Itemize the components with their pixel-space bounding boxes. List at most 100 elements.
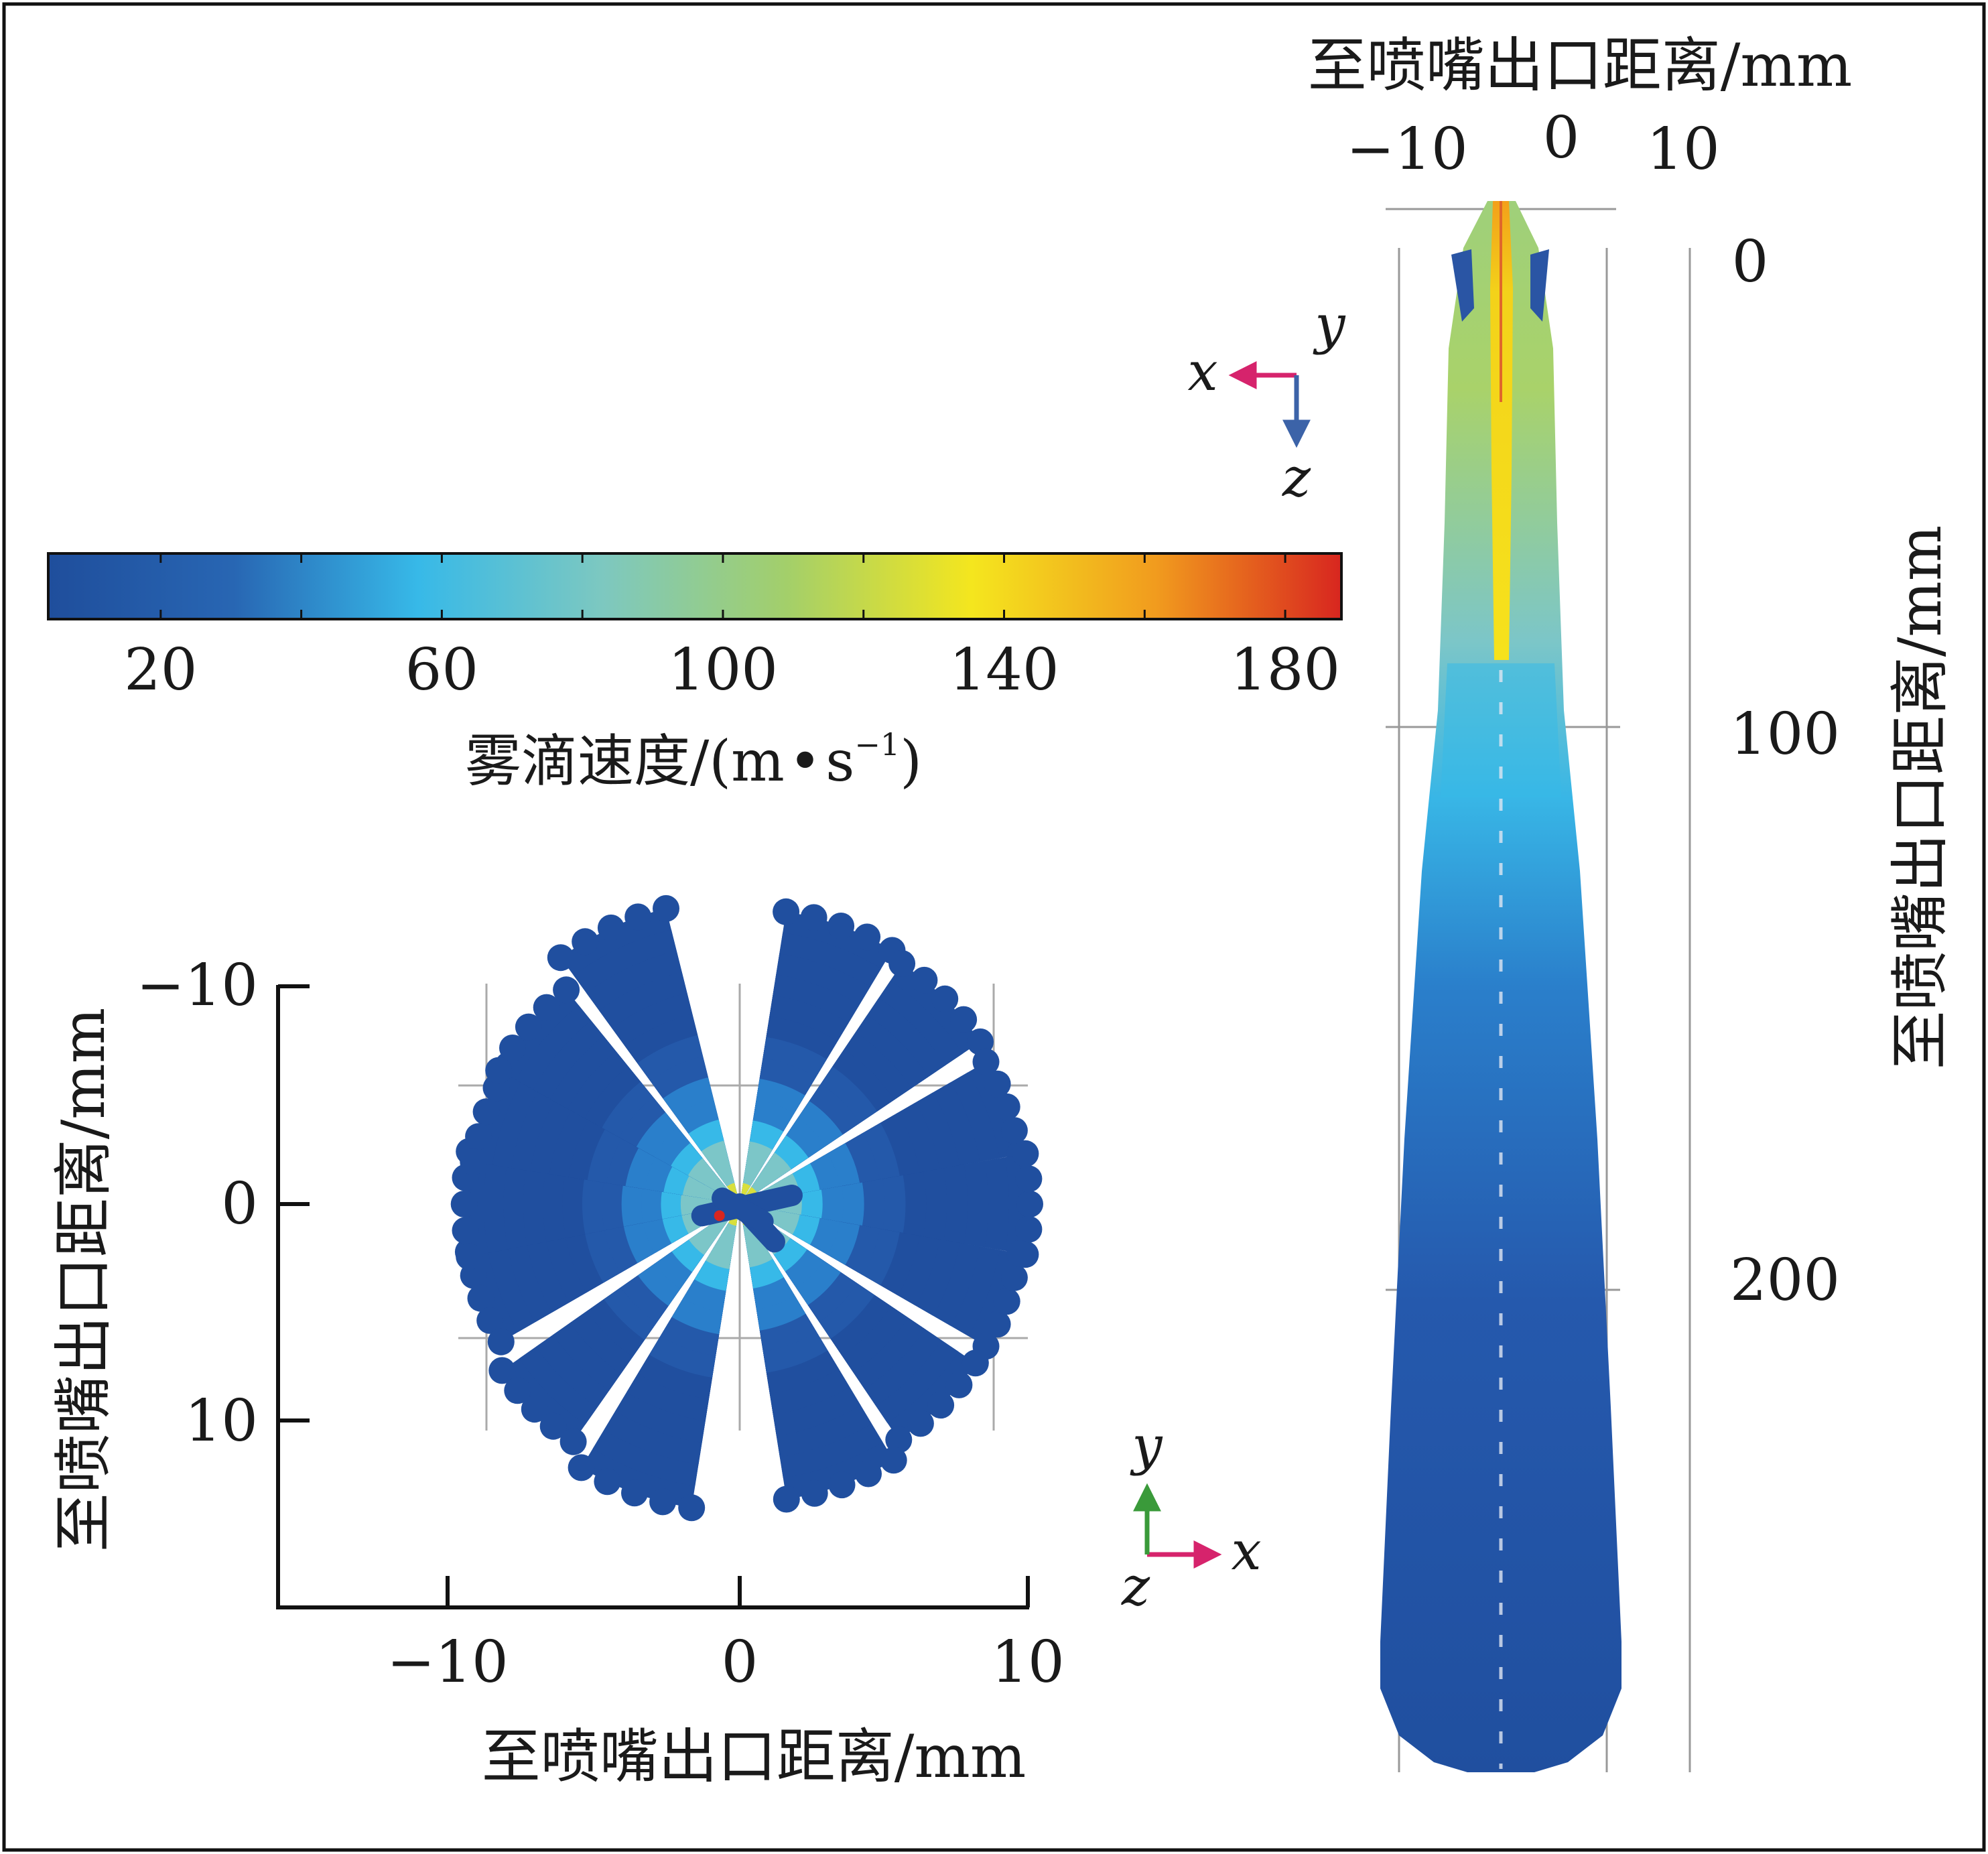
- droplet-point: [487, 1328, 515, 1355]
- spray-jet: [740, 1204, 907, 1513]
- side-right-tick-100: 100: [1730, 701, 1840, 768]
- droplet-point: [888, 950, 916, 977]
- droplet-point: [515, 1013, 542, 1041]
- colorbar: 20 60 100 140 180 雾滴速度/(m•s−1): [47, 552, 1343, 794]
- droplet-point: [559, 1428, 587, 1455]
- hotspot-point: [714, 1210, 725, 1221]
- droplet-point: [485, 1057, 513, 1084]
- droplet-point: [488, 1357, 516, 1384]
- droplet-point: [993, 1093, 1020, 1120]
- droplet-point: [984, 1070, 1011, 1098]
- spray-jet: [454, 1204, 740, 1355]
- side-right-tick-200: 200: [1730, 1247, 1840, 1314]
- droplet-point: [678, 1494, 706, 1522]
- front-x-axis-label: 至喷嘴出口距离/mm: [482, 1722, 1026, 1791]
- colorbar-tick-label: 100: [668, 637, 778, 704]
- droplet-point: [533, 994, 560, 1021]
- droplet-point: [907, 1410, 934, 1437]
- droplet-point: [594, 1468, 621, 1496]
- droplet-point: [945, 1371, 973, 1398]
- colorbar-tick-label: 140: [949, 637, 1059, 704]
- droplet-point: [597, 914, 624, 941]
- droplet-point: [467, 1284, 494, 1312]
- colorbar-label-sup: −1: [854, 726, 900, 763]
- droplet-point: [621, 1479, 648, 1507]
- side-top-axis-label: 至喷嘴出口距离/mm: [1308, 31, 1853, 100]
- droplet-point: [972, 1048, 1000, 1075]
- droplet-point: [547, 944, 574, 972]
- droplet-point: [624, 903, 652, 931]
- front-y-label: y: [1130, 1414, 1163, 1477]
- droplet-point: [855, 1460, 882, 1487]
- droplet-point: [450, 1191, 478, 1217]
- side-axes-triad: x y z: [1187, 293, 1346, 509]
- droplet-point: [880, 1447, 907, 1474]
- side-top-tick-10: 10: [1646, 116, 1719, 183]
- droplet-point: [472, 1098, 500, 1126]
- colorbar-label-s: s: [825, 728, 854, 794]
- droplet-point: [504, 1377, 531, 1404]
- droplet-point: [539, 1412, 567, 1440]
- front-z-label: z: [1121, 1555, 1150, 1617]
- spray-jet: [740, 1204, 1033, 1360]
- nozzle-right-tip: [1530, 249, 1549, 322]
- colorbar-label-dot: •: [789, 728, 822, 794]
- droplet-point: [1016, 1191, 1043, 1217]
- spray-jet: [547, 895, 740, 1204]
- droplet-point: [800, 904, 827, 931]
- side-y-label: y: [1313, 293, 1346, 356]
- front-y-tick-label-0: 0: [221, 1171, 258, 1238]
- front-x-label: x: [1231, 1520, 1261, 1582]
- side-top-tick-0: 0: [1543, 105, 1580, 172]
- spray-jet: [450, 1138, 740, 1270]
- droplet-point: [828, 1471, 856, 1499]
- colorbar-bar: [47, 552, 1343, 620]
- side-z-label: z: [1282, 446, 1311, 509]
- nozzle-left-tip: [1451, 249, 1474, 322]
- front-view: −10 0 10 −10 0 10 至喷嘴出口距离/mm 至喷嘴出口距离/mm …: [49, 895, 1262, 1791]
- droplet-point: [827, 913, 855, 939]
- front-y-tick-label-10: 10: [185, 1388, 258, 1455]
- droplet-point: [649, 1488, 677, 1516]
- colorbar-tick-label: 60: [405, 637, 478, 704]
- front-y-axis-label: 至喷嘴出口距离/mm: [49, 1008, 118, 1552]
- droplet-point: [801, 1479, 828, 1507]
- droplet-point: [927, 1392, 955, 1419]
- droplet-point: [773, 1485, 800, 1513]
- droplet-point: [1000, 1264, 1028, 1291]
- side-view: −10 0 10 至喷嘴出口距离/mm 0 100 200 至喷嘴出口距离/mm…: [1187, 31, 1954, 1772]
- side-x-label: x: [1187, 340, 1217, 403]
- droplet-point: [568, 1454, 595, 1481]
- droplet-point: [962, 1349, 989, 1377]
- spray-jet: [740, 898, 906, 1204]
- droplet-point: [521, 1396, 548, 1423]
- droplet-point: [1012, 1140, 1039, 1167]
- droplet-point: [499, 1035, 526, 1061]
- colorbar-label-main: 雾滴速度/(m: [465, 728, 785, 794]
- spray-jet: [568, 1204, 740, 1522]
- spray-jet: [488, 1204, 740, 1455]
- side-right-tick-0: 0: [1732, 228, 1769, 295]
- droplet-point: [653, 895, 679, 922]
- colorbar-tick-label: 180: [1230, 637, 1340, 704]
- front-x-tick-label-neg10: −10: [387, 1629, 509, 1696]
- droplet-point: [553, 976, 580, 1004]
- droplet-point: [1015, 1215, 1043, 1243]
- droplet-point: [773, 898, 800, 925]
- droplet-point: [911, 966, 938, 994]
- spray-jet: [740, 950, 994, 1204]
- spray-jet: [740, 1140, 1043, 1268]
- droplet-point: [1015, 1165, 1043, 1193]
- spray-fan: [450, 895, 1043, 1522]
- colorbar-ticks: 20 60 100 140 180: [124, 553, 1340, 704]
- droplet-point: [1000, 1117, 1028, 1144]
- droplet-point: [572, 928, 599, 955]
- droplet-point: [885, 1426, 913, 1453]
- front-x-tick-label-10: 10: [991, 1629, 1064, 1696]
- front-axes-triad: x y z: [1121, 1414, 1262, 1617]
- front-x-tick-label-0: 0: [722, 1629, 758, 1696]
- droplet-point: [854, 923, 881, 951]
- droplet-point: [1006, 1240, 1033, 1267]
- droplet-point: [950, 1006, 978, 1033]
